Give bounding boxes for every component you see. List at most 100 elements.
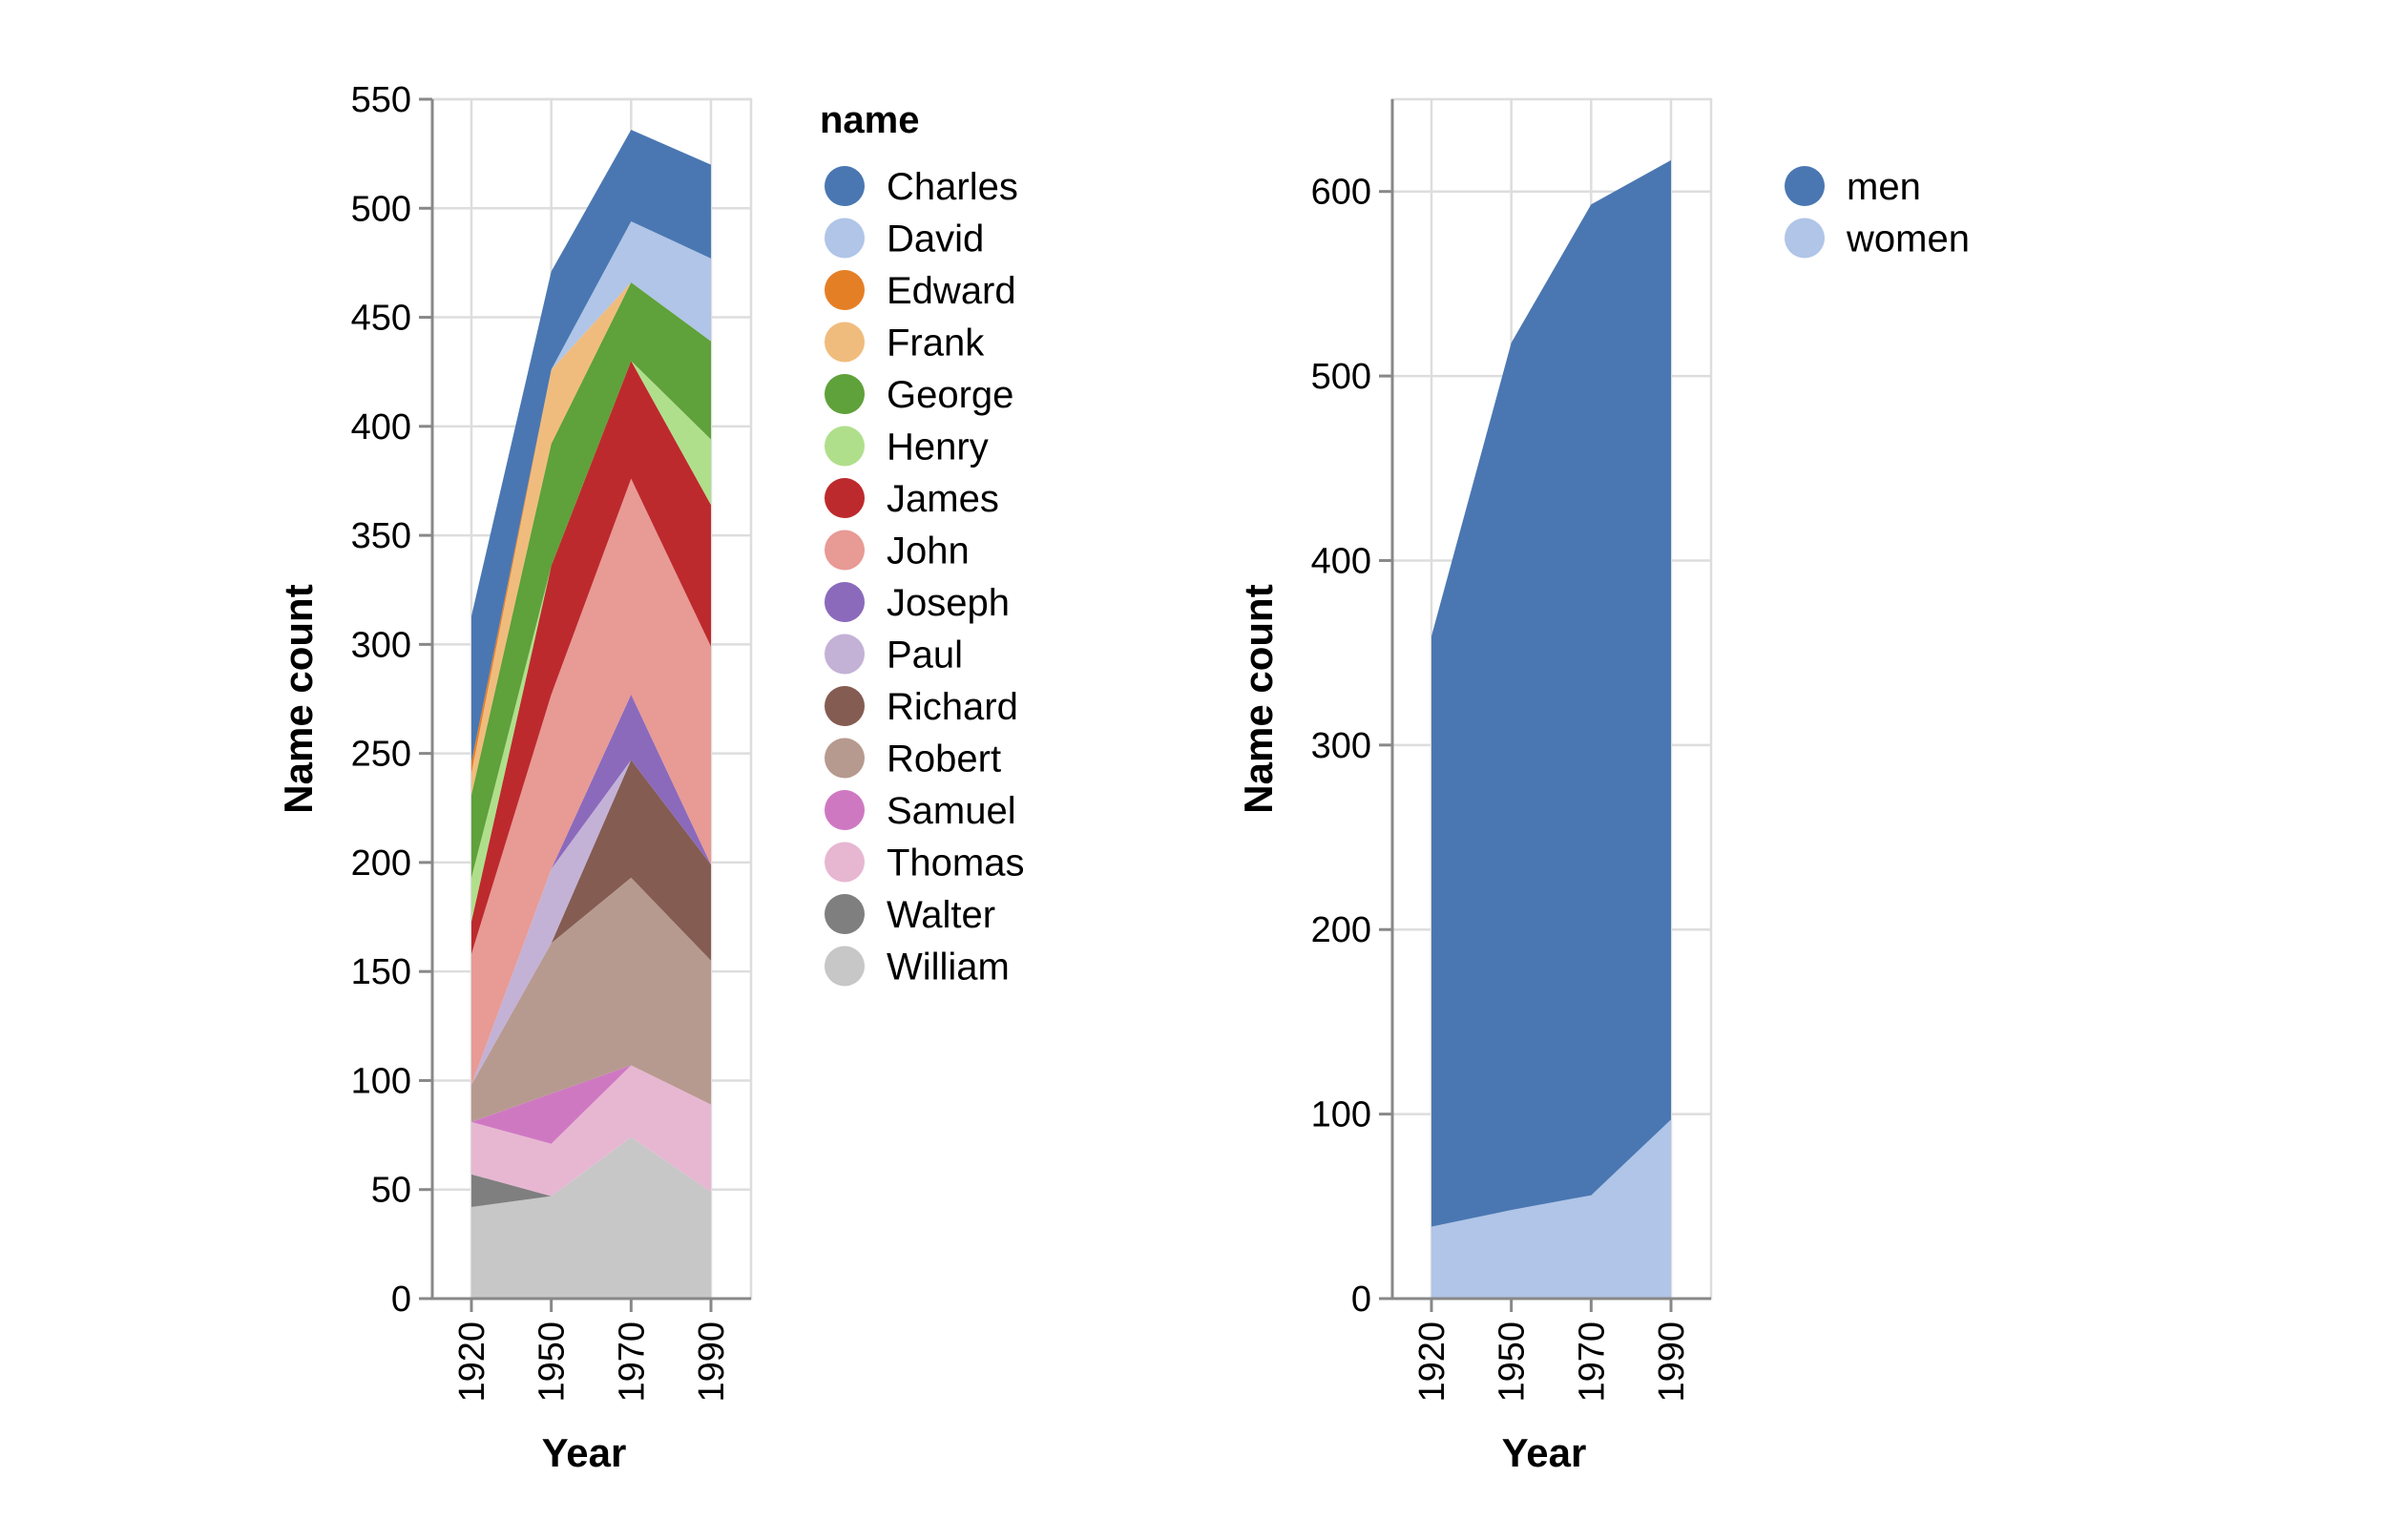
legend-swatch [825,894,865,934]
y-tick-label: 400 [351,407,411,447]
legend-swatch [825,166,865,206]
legend-swatch [825,374,865,414]
legend-label: Henry [887,427,989,468]
legend-swatch [1785,166,1825,206]
y-tick-label: 500 [1311,357,1371,397]
legend-label: Joseph [887,582,1010,624]
legend-label: women [1846,219,1970,260]
legend-label: Samuel [887,790,1016,832]
x-tick-label: 1920 [452,1321,492,1403]
legend-swatch [825,322,865,363]
x-tick-label: 1990 [692,1321,732,1403]
legend-item-william[interactable]: William [825,946,1010,989]
legend-item-joseph[interactable]: Joseph [825,582,1010,624]
legend-item-henry[interactable]: Henry [825,426,989,468]
y-tick-label: 300 [1311,726,1371,766]
legend-item-richard[interactable]: Richard [825,686,1018,728]
legend-swatch [825,686,865,726]
legend-item-john[interactable]: John [825,530,970,572]
y-tick-label: 100 [1311,1095,1371,1135]
area-women [1431,1119,1671,1299]
legend-label: David [887,219,984,260]
legend-item-paul[interactable]: Paul [825,634,963,676]
legend-swatch [825,530,865,571]
y-tick-label: 150 [351,952,411,992]
legend-item-charles[interactable]: Charles [825,166,1018,208]
legend-item-george[interactable]: George [825,374,1013,416]
legend-item-walter[interactable]: Walter [825,894,995,936]
y-tick-label: 350 [351,516,411,556]
legend-swatch [825,790,865,830]
legend-label: William [887,947,1010,989]
y-tick-label: 50 [371,1171,411,1211]
x-tick-label: 1950 [1493,1321,1533,1403]
area-frank [471,281,711,796]
legend-swatch [1785,218,1825,259]
legend-title: name [820,99,920,141]
legend-label: Paul [887,635,963,676]
legend-item-men[interactable]: men [1785,166,1921,208]
legend-item-women[interactable]: women [1785,218,1970,260]
area-charles [471,129,711,762]
legend-label: George [887,374,1013,416]
legend-item-thomas[interactable]: Thomas [825,842,1025,884]
area-thomas [471,1065,711,1197]
area-walter [471,1136,711,1208]
legend-label: Thomas [887,843,1025,884]
y-tick-label: 250 [351,735,411,775]
legend-item-edward[interactable]: Edward [825,270,1016,312]
legend-label: John [887,531,970,572]
legend-item-samuel[interactable]: Samuel [825,790,1016,832]
legend-item-david[interactable]: David [825,218,984,260]
y-axis-title: Name count [1236,584,1281,813]
area-george [471,281,711,878]
area-james [471,361,711,954]
x-tick-label: 1970 [612,1321,652,1403]
x-tick-label: 1950 [533,1321,573,1403]
y-tick-label: 200 [1311,910,1371,950]
legend-swatch [825,634,865,675]
y-tick-label: 0 [1351,1280,1371,1320]
area-henry [471,361,711,922]
x-tick-label: 1990 [1652,1321,1692,1403]
legend-label: Edward [887,270,1016,312]
area-david [471,220,711,762]
legend-label: Richard [887,686,1018,728]
area-robert [471,877,711,1122]
y-tick-label: 500 [351,189,411,229]
name-count-by-name-chart: 0 50 100 150 200 250 300 350 400 450 500 550 1920 195… [276,80,1025,1475]
x-tick-label: 1920 [1412,1321,1452,1403]
legend-item-robert[interactable]: Robert [825,738,1001,780]
y-tick-label: 600 [1311,173,1371,213]
legend-swatch [825,270,865,310]
legend-swatch [825,738,865,779]
x-axis-title: Year [542,1430,627,1475]
legend-swatch [825,946,865,987]
y-tick-label: 0 [391,1280,411,1320]
name-count-by-gender-chart: 0 100 200 300 400 500 600 1920 1950 1970 1990 Year N… [1236,97,1970,1475]
area-john [471,478,711,1086]
y-tick-label: 300 [351,625,411,665]
area-edward [471,281,711,774]
legend-label: Charles [887,166,1018,208]
legend: men women [1785,166,1970,260]
area-men [1431,159,1671,1227]
legend-label: Robert [887,739,1001,780]
legend-item-frank[interactable]: Frank [825,322,985,364]
legend: name Charles David Edward Frank George Henry Ja… [820,99,1025,989]
legend-swatch [825,478,865,518]
legend-label: men [1847,166,1921,208]
area-richard [471,760,711,1086]
y-tick-label: 100 [351,1061,411,1101]
legend-item-james[interactable]: James [825,478,999,520]
y-tick-label: 400 [1311,541,1371,581]
y-tick-label: 450 [351,299,411,339]
legend-swatch [825,218,865,259]
legend-label: Frank [887,323,985,364]
legend-label: Walter [887,894,995,936]
x-axis-title: Year [1502,1430,1587,1475]
area-william [471,1136,711,1299]
legend-label: James [887,478,999,520]
